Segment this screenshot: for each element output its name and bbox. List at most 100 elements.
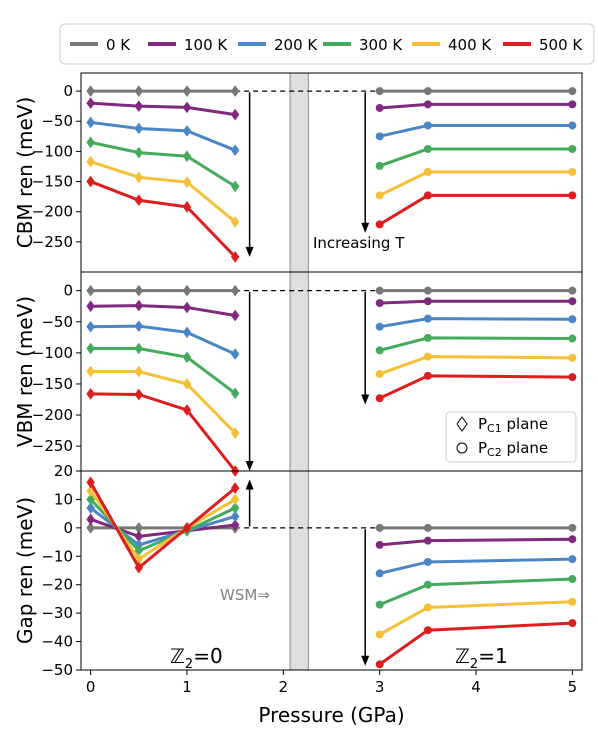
data-point-diamond bbox=[230, 85, 240, 98]
y-tick-label: −50 bbox=[41, 313, 73, 331]
data-point-circle bbox=[423, 121, 432, 130]
data-point-diamond bbox=[182, 284, 192, 297]
data-point-circle bbox=[568, 597, 577, 606]
temperature-legend: 0 K 100 K 200 K 300 K 400 K 500 K bbox=[59, 23, 595, 65]
data-point-circle bbox=[423, 603, 432, 612]
data-point-circle bbox=[568, 121, 577, 130]
data-point-circle bbox=[568, 87, 577, 96]
series-line bbox=[379, 317, 573, 329]
trend-arrow-head bbox=[245, 246, 254, 257]
data-point-diamond bbox=[230, 427, 240, 439]
data-point-circle bbox=[375, 569, 384, 578]
y-tick-label: −50 bbox=[41, 112, 73, 130]
data-point-diamond bbox=[182, 124, 192, 137]
data-point-diamond bbox=[134, 100, 144, 113]
series-line bbox=[90, 370, 237, 435]
data-point-diamond bbox=[86, 513, 95, 526]
marker-legend-frame bbox=[445, 411, 577, 463]
data-point-diamond bbox=[134, 85, 144, 98]
data-point-circle bbox=[568, 334, 577, 343]
diamond-marker-icon bbox=[456, 416, 468, 432]
data-point-circle bbox=[423, 352, 432, 361]
wsm-annotation: WSM⇒ bbox=[220, 586, 270, 604]
trend-arrow-head bbox=[245, 461, 254, 471]
data-point-diamond bbox=[134, 320, 144, 333]
series-line bbox=[379, 147, 573, 168]
data-point-circle bbox=[423, 297, 432, 306]
series-line bbox=[379, 577, 573, 607]
legend-label: 500 K bbox=[539, 36, 583, 54]
data-point-circle bbox=[568, 191, 577, 200]
data-point-diamond bbox=[230, 502, 240, 514]
data-point-diamond bbox=[182, 404, 192, 416]
data-point-circle bbox=[423, 191, 432, 200]
series-line bbox=[379, 374, 573, 400]
data-point-circle bbox=[375, 299, 384, 308]
data-point-circle bbox=[375, 523, 384, 532]
x-tick-label: 0 bbox=[86, 678, 96, 696]
data-point-circle bbox=[568, 535, 577, 544]
data-point-circle bbox=[568, 167, 577, 176]
data-point-diamond bbox=[134, 365, 144, 378]
data-point-diamond bbox=[86, 155, 95, 168]
wsm-band bbox=[289, 470, 309, 671]
y-axis-label: Gap ren (meV) bbox=[13, 497, 37, 644]
y-tick-label: 10 bbox=[54, 490, 73, 508]
data-point-circle bbox=[568, 353, 577, 362]
data-point-diamond bbox=[230, 519, 240, 531]
y-tick-label: −20 bbox=[41, 576, 73, 594]
series-line bbox=[379, 102, 573, 110]
increasing-t-annotation: Increasing T bbox=[313, 234, 405, 252]
data-point-diamond bbox=[230, 180, 240, 193]
trend-arrow-head bbox=[361, 394, 370, 405]
data-point-circle bbox=[375, 630, 384, 639]
y-tick-label: −200 bbox=[32, 203, 73, 221]
data-point-diamond bbox=[86, 97, 95, 110]
y-tick-label: 0 bbox=[63, 519, 73, 537]
series-line bbox=[90, 324, 236, 356]
data-point-circle bbox=[423, 314, 432, 323]
y-tick-label: −150 bbox=[32, 173, 73, 191]
data-point-circle bbox=[423, 371, 432, 380]
data-point-circle bbox=[375, 540, 384, 549]
data-point-diamond bbox=[86, 387, 95, 400]
data-point-diamond bbox=[134, 388, 144, 401]
data-point-diamond bbox=[86, 493, 95, 506]
data-point-circle bbox=[375, 369, 384, 378]
data-point-diamond bbox=[86, 521, 95, 534]
data-point-diamond bbox=[182, 521, 192, 534]
series-line bbox=[90, 101, 236, 117]
x-tick-label: 5 bbox=[568, 678, 578, 696]
data-point-diamond bbox=[230, 144, 240, 157]
wsm-band bbox=[289, 72, 309, 273]
data-point-circle bbox=[375, 322, 384, 331]
series-line bbox=[90, 346, 237, 395]
data-point-circle bbox=[423, 536, 432, 545]
data-point-circle bbox=[375, 286, 384, 295]
data-point-circle bbox=[375, 103, 384, 112]
data-point-diamond bbox=[134, 146, 144, 159]
data-point-diamond bbox=[86, 284, 95, 297]
data-point-diamond bbox=[86, 502, 95, 514]
data-point-circle bbox=[375, 220, 384, 229]
legend-label: 400 K bbox=[448, 36, 492, 54]
data-point-circle bbox=[423, 626, 432, 635]
y-axis-label: CBM ren (meV) bbox=[13, 97, 37, 249]
series-line bbox=[90, 180, 237, 258]
trend-arrow-head bbox=[361, 655, 370, 666]
data-point-circle bbox=[375, 87, 384, 96]
data-point-circle bbox=[423, 333, 432, 342]
trend-arrow-head bbox=[361, 222, 370, 233]
data-point-diamond bbox=[134, 299, 144, 312]
data-point-diamond bbox=[86, 320, 95, 333]
legend-label: 100 K bbox=[184, 36, 228, 54]
marker-legend: PC1 plane PC2 plane bbox=[445, 411, 577, 463]
y-tick-label: −100 bbox=[32, 142, 73, 160]
y-tick-label: −50 bbox=[41, 661, 73, 679]
data-point-diamond bbox=[86, 85, 95, 98]
data-point-circle bbox=[423, 144, 432, 153]
data-point-diamond bbox=[86, 175, 95, 188]
